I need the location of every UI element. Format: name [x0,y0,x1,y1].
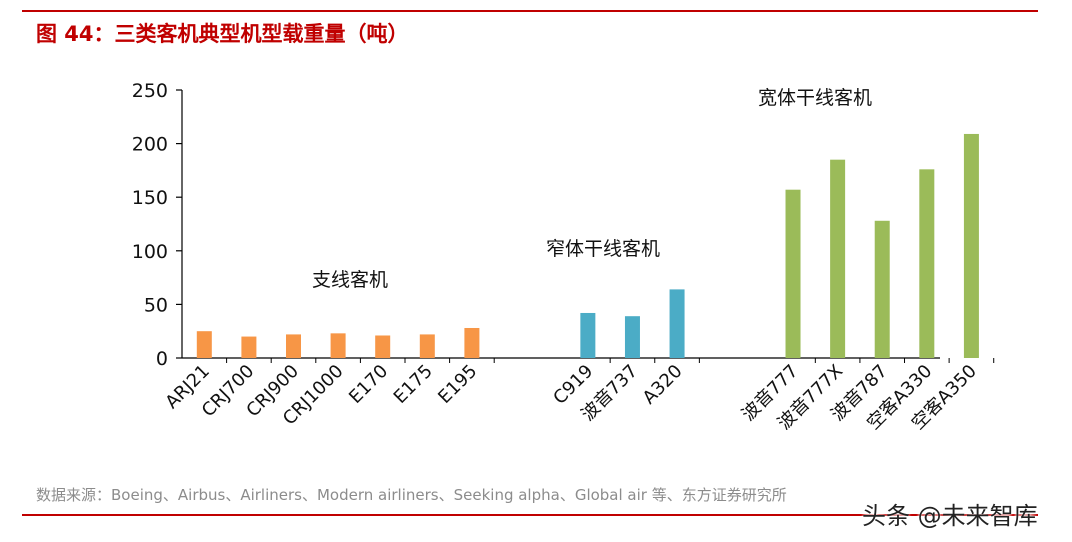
bar-空客A350 [963,133,979,358]
bar-波音787 [874,220,890,358]
bar-波音777X [830,159,846,358]
y-tick-label: 250 [132,80,168,102]
bottom-rule [22,514,1038,516]
bar-波音737 [624,316,640,358]
x-tick-label: A320 [639,361,687,409]
bar-ARJ21 [196,331,212,358]
bar-CRJ900 [286,334,301,358]
bar-CRJ700 [241,336,257,358]
bar-E170 [375,335,391,358]
bar-空客A330 [919,169,935,358]
x-tick-label: E170 [345,361,392,408]
group-label: 窄体干线客机 [546,238,660,260]
x-tick-label: E175 [390,361,437,408]
y-tick-label: 0 [156,348,168,370]
y-tick-label: 150 [132,187,168,209]
y-tick-label: 200 [132,134,168,156]
group-label: 支线客机 [312,269,388,291]
bar-E175 [419,334,435,358]
figure-title: 图 44：三类客机典型机型载重量（吨） [36,22,409,46]
bar-A320 [669,289,685,358]
bar-E195 [464,327,480,358]
source-note: 数据来源：Boeing、Airbus、Airliners、Modern airl… [36,486,787,504]
y-tick-label: 100 [132,241,168,263]
bar-波音777 [785,189,801,358]
y-tick-label: 50 [144,294,168,316]
group-label: 宽体干线客机 [758,87,872,109]
x-tick-label: E195 [434,361,481,408]
watermark: 头条 @未来智库 [862,502,1038,530]
bar-C919 [580,312,596,358]
bar-CRJ1000 [330,333,346,358]
top-rule [22,10,1038,12]
bar-chart: 050100150200250ARJ21CRJ700CRJ900CRJ1000E… [132,80,995,434]
